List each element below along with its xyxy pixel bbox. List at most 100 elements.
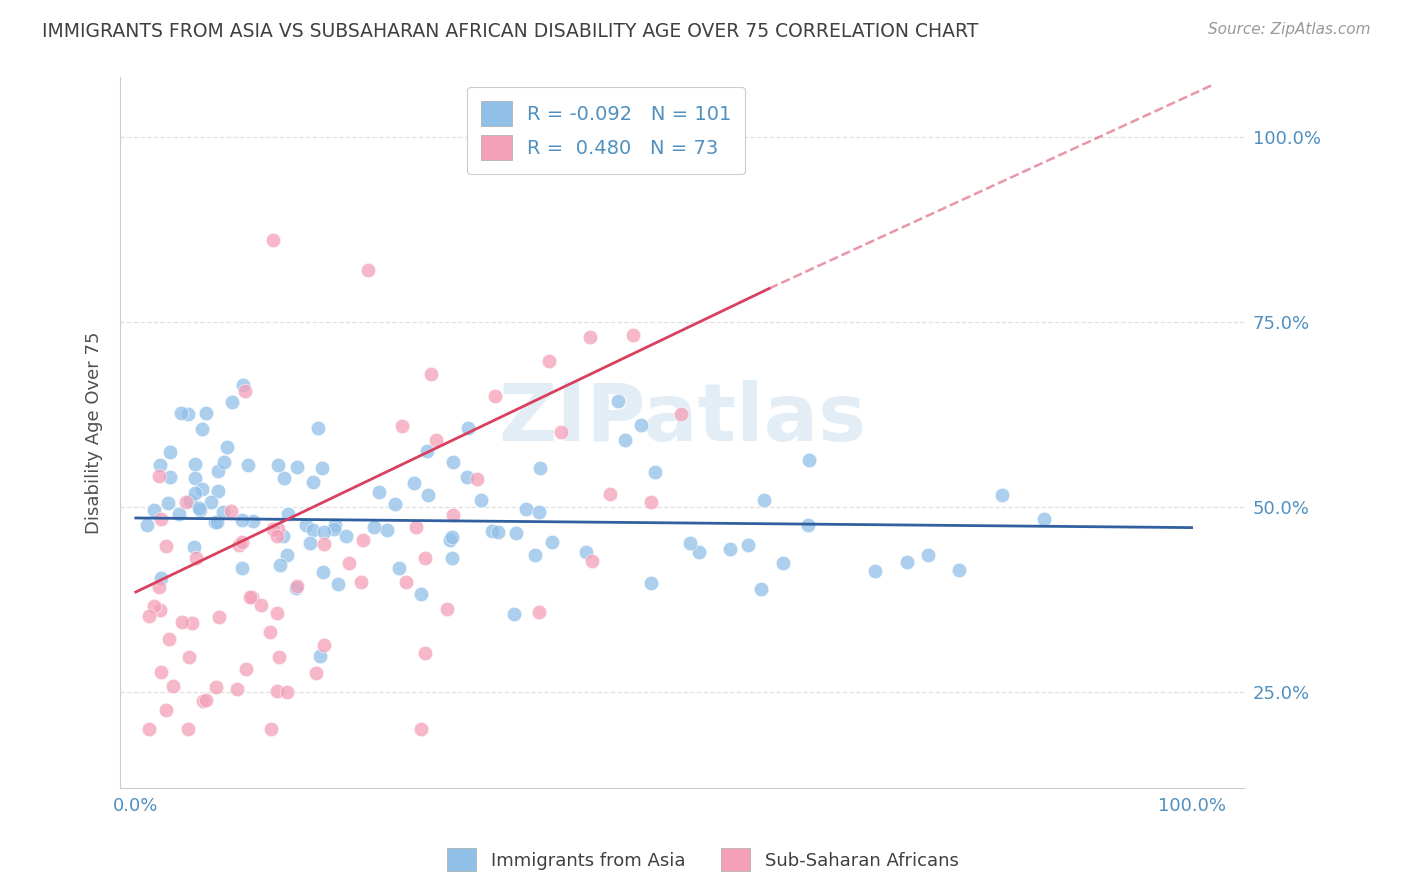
Point	[990, 488, 1012, 502]
Point	[273, 471, 295, 485]
Point	[630, 417, 652, 432]
Point	[207, 483, 229, 498]
Legend: R = -0.092   N = 101, R =  0.480   N = 73: R = -0.092 N = 101, R = 0.480 N = 73	[467, 87, 745, 174]
Point	[440, 551, 463, 566]
Point	[276, 685, 298, 699]
Point	[640, 494, 662, 508]
Point	[231, 513, 253, 527]
Point	[177, 722, 200, 736]
Point	[157, 632, 180, 646]
Point	[155, 703, 177, 717]
Point	[195, 406, 218, 420]
Point	[233, 384, 256, 398]
Point	[439, 533, 461, 548]
Point	[322, 522, 344, 536]
Point	[312, 525, 335, 540]
Point	[503, 607, 526, 622]
Point	[363, 519, 385, 533]
Point	[644, 465, 666, 479]
Point	[640, 576, 662, 591]
Point	[394, 575, 416, 590]
Point	[515, 502, 537, 516]
Point	[285, 579, 308, 593]
Point	[287, 460, 309, 475]
Point	[236, 458, 259, 472]
Point	[441, 455, 464, 469]
Point	[143, 599, 166, 613]
Point	[149, 665, 172, 679]
Point	[295, 518, 318, 533]
Point	[896, 556, 918, 570]
Point	[456, 470, 478, 484]
Point	[413, 550, 436, 565]
Point	[267, 650, 290, 665]
Point	[215, 441, 238, 455]
Point	[606, 394, 628, 409]
Point	[266, 606, 288, 620]
Point	[228, 538, 250, 552]
Point	[249, 598, 271, 612]
Point	[267, 458, 290, 473]
Point	[183, 471, 205, 485]
Point	[441, 508, 464, 522]
Point	[470, 492, 492, 507]
Point	[948, 563, 970, 577]
Point	[796, 518, 818, 533]
Point	[307, 421, 329, 435]
Point	[271, 529, 294, 543]
Point	[484, 389, 506, 403]
Point	[174, 495, 197, 509]
Point	[212, 505, 235, 519]
Point	[797, 452, 820, 467]
Point	[276, 548, 298, 562]
Point	[754, 492, 776, 507]
Point	[155, 539, 177, 553]
Point	[184, 485, 207, 500]
Point	[259, 625, 281, 640]
Point	[505, 525, 527, 540]
Point	[212, 455, 235, 469]
Point	[481, 524, 503, 539]
Point	[391, 419, 413, 434]
Point	[457, 421, 479, 435]
Point	[221, 394, 243, 409]
Point	[136, 518, 159, 533]
Point	[138, 609, 160, 624]
Point	[183, 540, 205, 554]
Point	[314, 537, 336, 551]
Point	[541, 535, 564, 549]
Point	[207, 515, 229, 529]
Point	[415, 443, 437, 458]
Point	[440, 530, 463, 544]
Point	[148, 580, 170, 594]
Point	[578, 329, 600, 343]
Point	[409, 722, 432, 736]
Point	[384, 497, 406, 511]
Point	[149, 512, 172, 526]
Point	[337, 556, 360, 570]
Point	[402, 475, 425, 490]
Point	[240, 590, 263, 604]
Point	[181, 615, 204, 630]
Point	[299, 536, 322, 550]
Point	[367, 485, 389, 500]
Text: ZIPatlas: ZIPatlas	[498, 380, 866, 458]
Point	[413, 647, 436, 661]
Point	[184, 550, 207, 565]
Point	[162, 679, 184, 693]
Point	[269, 558, 291, 572]
Point	[179, 493, 201, 508]
Point	[917, 548, 939, 562]
Point	[326, 576, 349, 591]
Point	[349, 575, 371, 590]
Point	[170, 615, 193, 629]
Point	[772, 556, 794, 570]
Point	[231, 561, 253, 575]
Point	[621, 328, 644, 343]
Point	[242, 515, 264, 529]
Point	[138, 722, 160, 736]
Point	[335, 529, 357, 543]
Point	[312, 565, 335, 579]
Point	[405, 520, 427, 534]
Point	[575, 544, 598, 558]
